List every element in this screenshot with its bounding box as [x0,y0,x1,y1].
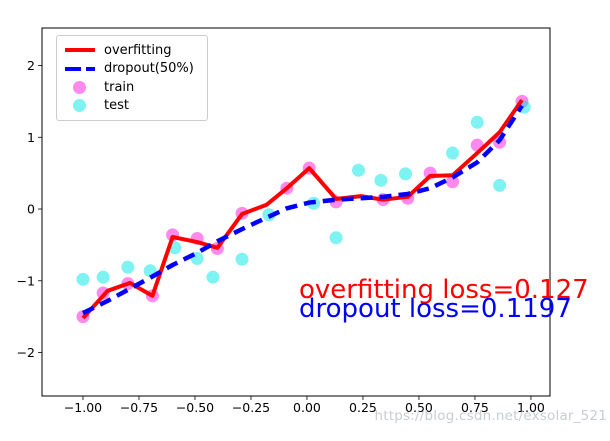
scatter-point-test [329,231,343,245]
scatter-point-test [470,115,484,129]
legend-item-label: train [104,79,135,95]
scatter-point-test [446,146,460,160]
annotation-dropout-loss: dropout loss=0.1197 [299,294,572,324]
legend-item-train: train [65,78,199,97]
scatter-point-test [121,260,135,274]
legend-item-label: dropout(50%) [104,61,194,77]
series-line-dropout(50%) [81,104,524,316]
legend-item-overfitting: overfitting [65,41,199,60]
legend-dot-icon [65,99,95,113]
scatter-point-test [235,252,249,266]
legend-solid-line-icon [65,48,95,53]
y-tick-label: −1 [17,273,35,288]
x-tick-label: 0.25 [349,400,377,415]
scatter-point-test [351,163,365,177]
x-tick-label: 0.00 [293,400,321,415]
y-tick-label: 1 [27,130,35,145]
legend: overfitting dropout(50%) train test [56,35,208,121]
legend-dashed-line-icon [65,66,95,71]
legend-item-label: overfitting [104,42,172,58]
watermark-text: https://blog.csdn.net/exsolar_521 [374,408,607,424]
y-tick-label: −2 [17,345,35,360]
x-tick-label: −0.75 [120,400,158,415]
legend-dot-icon [65,80,95,94]
legend-item-dropout-50-: dropout(50%) [65,60,199,79]
scatter-point-test [96,270,110,284]
scatter-point-test [76,272,90,286]
scatter-point-train [446,175,460,189]
scatter-point-test [206,270,220,284]
x-tick-label: 0.50 [405,400,433,415]
legend-item-label: test [104,98,129,114]
y-tick-label: 0 [27,202,35,217]
x-tick-label: 1.00 [517,400,545,415]
scatter-point-test [493,178,507,192]
scatter-point-test [374,173,388,187]
annotation-overfitting-loss: overfitting loss=0.127 [299,275,589,305]
x-tick-label: −1.00 [64,400,102,415]
scatter-point-test [399,167,413,181]
x-tick-label: 0.75 [461,400,489,415]
y-tick-label: 2 [27,58,35,73]
x-tick-label: −0.25 [232,400,270,415]
legend-item-test: test [65,97,199,116]
series-line-overfitting [81,98,524,320]
axes-box [41,27,551,397]
x-tick-label: −0.50 [176,400,214,415]
